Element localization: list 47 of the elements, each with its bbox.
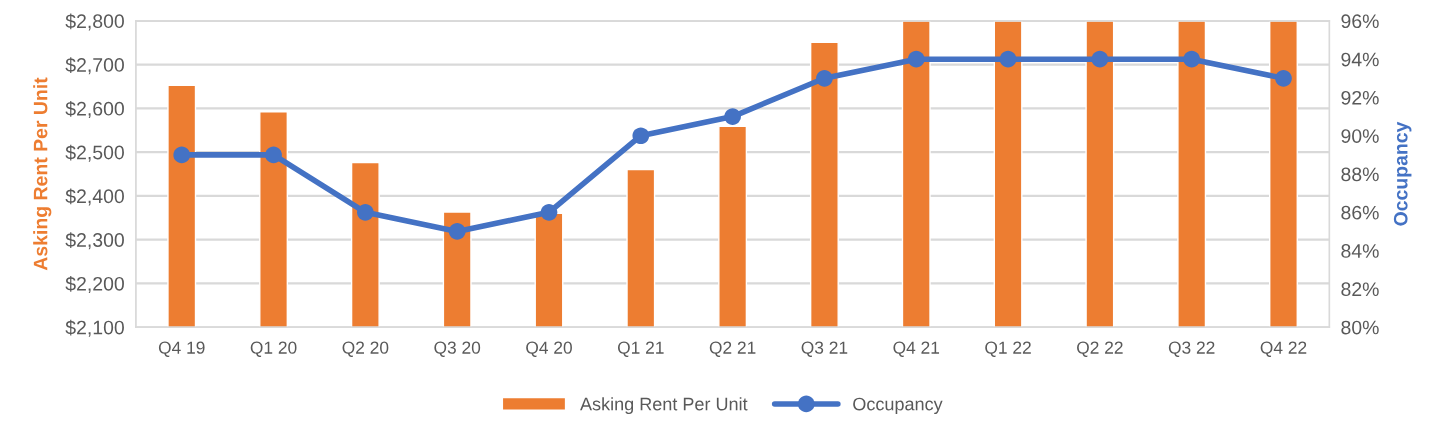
y2-tick-label: 80%: [1341, 320, 1379, 335]
y-tick-label: $2,800: [65, 13, 124, 31]
y-tick-label: $2,600: [65, 101, 124, 118]
x-tick-label: Q1 22: [985, 341, 1031, 357]
point: [816, 69, 833, 87]
y-tick-label: $2,300: [65, 232, 124, 250]
y-tick-label: $2,700: [65, 57, 124, 75]
y2-tick-label: 94%: [1341, 52, 1379, 67]
point: [1275, 69, 1292, 87]
point: [540, 203, 558, 221]
x-tick-label: Q4 20: [526, 341, 572, 357]
point: [632, 127, 650, 145]
x-tick-label: Q1 20: [250, 341, 297, 357]
y2-tick-label: 86%: [1341, 205, 1379, 220]
x-tick-label: Q2 22: [1077, 341, 1123, 357]
y-tick-label: $2,200: [65, 276, 124, 293]
x-tick-label: Q2 21: [709, 341, 756, 357]
y-axis-title: Asking Rent Per Unit: [33, 77, 52, 271]
point: [1091, 50, 1109, 68]
point: [999, 50, 1017, 68]
y-tick-label: $2,500: [65, 144, 124, 162]
point: [907, 50, 925, 68]
point: [173, 146, 191, 164]
y2-tick-label: 88%: [1341, 167, 1379, 182]
y2-tick-label: 96%: [1341, 14, 1379, 29]
point: [357, 203, 374, 221]
y2-axis-title: Occupancy: [1393, 121, 1412, 226]
x-tick-label: Q3 20: [434, 341, 481, 357]
y2-tick-label: 92%: [1341, 90, 1379, 105]
x-tick-label: Q2 20: [342, 341, 389, 357]
point: [1183, 50, 1201, 68]
x-tick-label: Q4 22: [1260, 341, 1307, 357]
x-tick-label: Q3 22: [1168, 341, 1215, 357]
point: [265, 146, 282, 164]
y2-tick-label: 90%: [1341, 129, 1379, 143]
legend-label: Occupancy: [853, 397, 943, 415]
y-tick-label: $2,400: [65, 188, 124, 206]
y2-tick-label: 82%: [1341, 282, 1379, 297]
x-tick-label: Q1 21: [617, 341, 664, 357]
legend-label: Asking Rent Per Unit: [580, 397, 748, 415]
x-tick-label: Q3 21: [801, 341, 848, 357]
point: [724, 108, 741, 125]
point: [448, 223, 466, 240]
y-tick-label: $2,100: [65, 319, 124, 337]
y2-tick-label: 84%: [1341, 244, 1379, 258]
x-tick-label: Q4 19: [158, 341, 205, 357]
x-tick-label: Q4 21: [893, 341, 940, 357]
